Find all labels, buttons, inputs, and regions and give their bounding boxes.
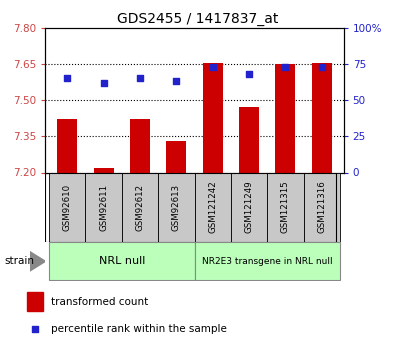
Point bbox=[319, 64, 325, 69]
Point bbox=[282, 64, 289, 69]
Text: GSM121315: GSM121315 bbox=[281, 181, 290, 233]
Bar bbox=[239, 107, 259, 172]
FancyBboxPatch shape bbox=[122, 172, 158, 242]
Text: strain: strain bbox=[4, 256, 34, 266]
Text: GSM92611: GSM92611 bbox=[99, 184, 108, 230]
Bar bbox=[312, 62, 332, 172]
FancyBboxPatch shape bbox=[85, 172, 122, 242]
FancyBboxPatch shape bbox=[158, 172, 194, 242]
Point bbox=[32, 327, 38, 332]
Point bbox=[210, 64, 216, 69]
Polygon shape bbox=[30, 252, 45, 271]
Text: transformed count: transformed count bbox=[51, 297, 148, 307]
FancyBboxPatch shape bbox=[194, 242, 340, 280]
Text: GDS2455 / 1417837_at: GDS2455 / 1417837_at bbox=[117, 12, 278, 26]
FancyBboxPatch shape bbox=[49, 172, 85, 242]
FancyBboxPatch shape bbox=[194, 172, 231, 242]
Point bbox=[246, 71, 252, 77]
Bar bbox=[275, 64, 295, 172]
Bar bbox=[203, 62, 223, 172]
Bar bbox=[130, 119, 150, 172]
Bar bbox=[57, 119, 77, 172]
Text: GSM121316: GSM121316 bbox=[317, 181, 326, 233]
Point bbox=[64, 76, 70, 81]
FancyBboxPatch shape bbox=[231, 172, 267, 242]
Bar bbox=[166, 141, 186, 172]
Text: percentile rank within the sample: percentile rank within the sample bbox=[51, 324, 226, 334]
Point bbox=[137, 76, 143, 81]
FancyBboxPatch shape bbox=[267, 172, 304, 242]
Text: NRL null: NRL null bbox=[99, 256, 145, 266]
Text: NR2E3 transgene in NRL null: NR2E3 transgene in NRL null bbox=[202, 257, 333, 266]
Text: GSM92613: GSM92613 bbox=[172, 184, 181, 230]
Text: GSM92612: GSM92612 bbox=[135, 184, 145, 230]
Point bbox=[173, 78, 179, 84]
Bar bbox=[27, 292, 43, 311]
Point bbox=[100, 80, 107, 86]
FancyBboxPatch shape bbox=[304, 172, 340, 242]
Text: GSM92610: GSM92610 bbox=[63, 184, 72, 230]
Text: GSM121249: GSM121249 bbox=[245, 181, 254, 233]
Text: GSM121242: GSM121242 bbox=[208, 181, 217, 233]
Bar bbox=[94, 168, 114, 172]
FancyBboxPatch shape bbox=[49, 242, 194, 280]
